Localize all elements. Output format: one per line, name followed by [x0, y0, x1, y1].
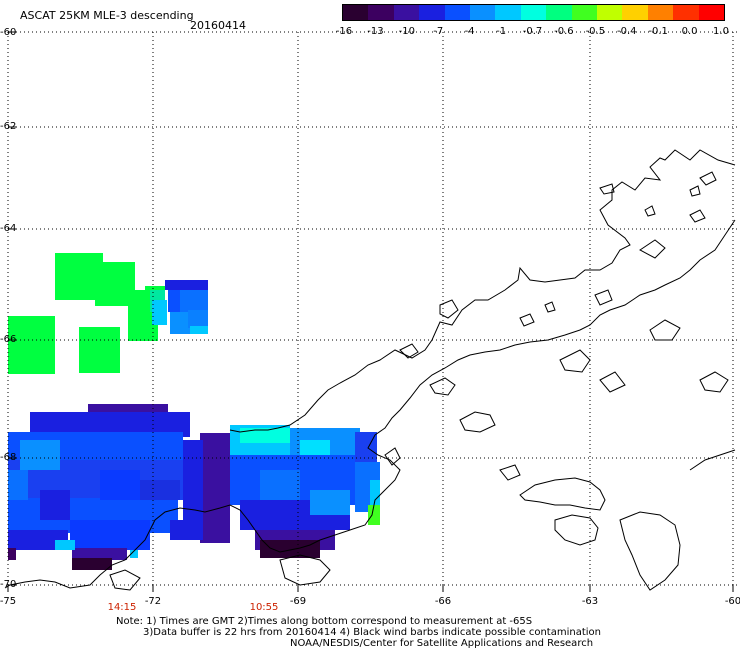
swath-cell [300, 440, 330, 455]
note-line-2: 3)Data buffer is 22 hrs from 20160414 4)… [143, 627, 601, 638]
swath-cell [20, 440, 60, 470]
swath-cell [88, 404, 168, 414]
swath-cell [72, 558, 112, 570]
colorbar-segment [520, 5, 547, 20]
lon-label: -75 [0, 596, 17, 607]
swath-cell [100, 470, 140, 500]
swath-cell [188, 310, 208, 328]
colorbar [342, 4, 725, 21]
lat-label: -60 [0, 27, 17, 38]
colorbar-label: -1 [496, 26, 507, 37]
swath-cell [8, 470, 28, 500]
lat-label: -62 [0, 121, 17, 132]
pass-time: 10:55 [249, 602, 279, 613]
product-title: ASCAT 25KM MLE-3 descending [20, 9, 194, 22]
colorbar-label: -4 [464, 26, 475, 37]
swath-cell [260, 470, 300, 500]
lon-label: -66 [434, 596, 452, 607]
note-line-3: NOAA/NESDIS/Center for Satellite Applica… [290, 638, 594, 649]
lon-label: -60 [724, 596, 740, 607]
swath-cell [355, 432, 377, 462]
colorbar-segment [622, 5, 648, 20]
swath-cell [152, 300, 167, 325]
colorbar-segment [368, 5, 394, 20]
colorbar-segment [673, 5, 699, 20]
colorbar-segment [343, 5, 369, 20]
swath-cell [200, 433, 230, 543]
colorbar-label: -0.6 [554, 26, 574, 37]
swath-cell [8, 530, 68, 550]
colorbar-segment [698, 5, 725, 20]
pass-time: 14:15 [107, 602, 137, 613]
swath-cell [40, 490, 70, 520]
lat-label: -66 [0, 334, 17, 345]
swath-cell [368, 505, 380, 525]
colorbar-label: -7 [433, 26, 444, 37]
lat-label: -68 [0, 452, 17, 463]
product-date: 20160414 [190, 19, 246, 32]
colorbar-label: -0.4 [616, 26, 637, 37]
swath-cell [310, 490, 350, 515]
lon-label: -63 [581, 596, 599, 607]
swath-cell [70, 520, 150, 550]
swath-cell [183, 440, 203, 540]
swath-cell [240, 428, 290, 443]
colorbar-segment [393, 5, 420, 20]
swath-cell [55, 540, 75, 550]
ascat-swath [8, 253, 380, 570]
swath-cell [140, 480, 180, 500]
colorbar-label: -10 [398, 26, 415, 37]
swath-cell [170, 520, 190, 540]
lon-label: -69 [289, 596, 307, 607]
swath-cell [8, 548, 16, 560]
swath-cell [72, 548, 127, 560]
lon-label: -72 [144, 596, 162, 607]
colorbar-segment [647, 5, 674, 20]
swath-cell [165, 280, 208, 290]
colorbar-label: -0.5 [585, 26, 606, 37]
colorbar-segment [419, 5, 445, 20]
colorbar-segment [571, 5, 598, 20]
swath-cell [180, 290, 208, 312]
swath-cell [170, 312, 190, 334]
lat-label: -64 [0, 223, 17, 234]
swath-cell [190, 326, 208, 334]
swath-cell [8, 316, 55, 374]
colorbar-segment [597, 5, 623, 20]
colorbar-label: 0.0 [681, 26, 698, 37]
lat-label: -70 [0, 579, 17, 590]
colorbar-label: -13 [367, 26, 384, 37]
colorbar-segment [546, 5, 572, 20]
colorbar-segment [470, 5, 496, 20]
colorbar-label: -0.1 [648, 26, 668, 37]
swath-cell [260, 540, 320, 558]
colorbar-segment [495, 5, 521, 20]
swath-cell [130, 550, 138, 558]
colorbar-segment [444, 5, 471, 20]
coastline [4, 149, 736, 591]
note-line-1: Note: 1) Times are GMT 2)Times along bot… [116, 616, 533, 627]
swath-cell [79, 327, 120, 373]
